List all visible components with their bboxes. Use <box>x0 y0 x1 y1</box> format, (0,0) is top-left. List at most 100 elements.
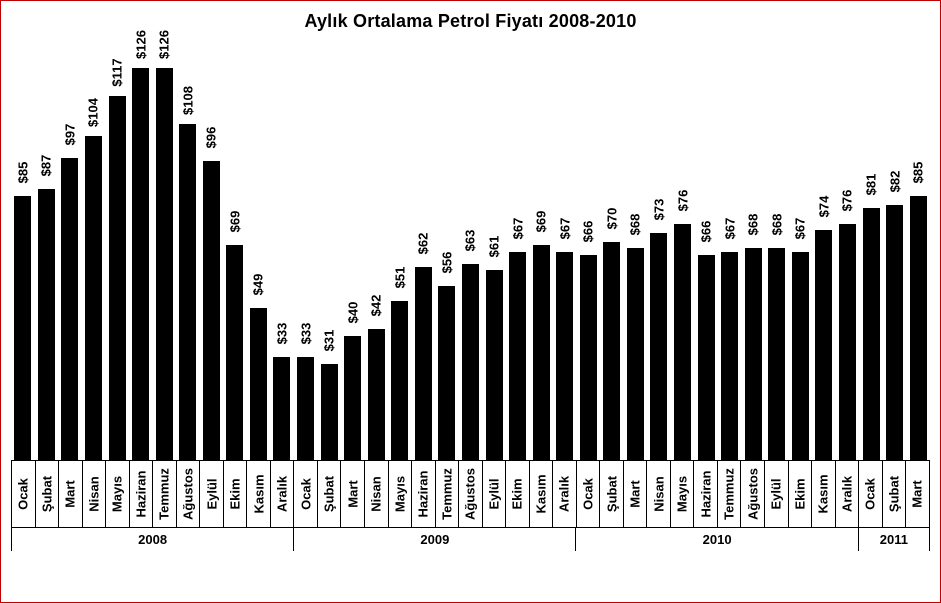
x-axis-month-label: Kasım <box>251 474 266 513</box>
x-axis-month-label: Ekim <box>510 478 525 509</box>
bar <box>132 68 149 460</box>
bar-value-label: $69 <box>534 211 549 233</box>
x-axis-month-cell: Mart <box>906 461 930 527</box>
bar <box>486 270 503 460</box>
bar <box>886 205 903 460</box>
x-axis-month-cell: Nisan <box>647 461 671 527</box>
bar-slot: $117 <box>105 96 129 460</box>
x-axis-month-cell: Ocak <box>859 461 883 527</box>
x-axis-month-cell: Temmuz <box>436 461 460 527</box>
x-axis-month-cell: Ağustos <box>177 461 201 527</box>
x-axis-month-cell: Mayıs <box>389 461 413 527</box>
x-axis-month-label: Aralık <box>839 476 854 512</box>
bar-slot: $82 <box>883 205 907 460</box>
bar <box>61 158 78 460</box>
bar-slot: $67 <box>789 252 813 460</box>
bar-slot: $76 <box>836 224 860 460</box>
bar-slot: $96 <box>200 161 224 460</box>
bar-slot: $126 <box>129 68 153 460</box>
bar-value-label: $87 <box>39 155 54 177</box>
x-axis-month-label: Mayıs <box>392 476 407 512</box>
bar <box>910 196 927 460</box>
bar-value-label: $108 <box>180 86 195 115</box>
bar-value-label: $85 <box>911 161 926 183</box>
bar <box>839 224 856 460</box>
bar-slot: $67 <box>506 252 530 460</box>
x-axis-month-label: Mayıs <box>675 476 690 512</box>
bar-value-label: $67 <box>510 217 525 239</box>
x-axis-month-cell: Haziran <box>130 461 154 527</box>
bar-slot: $56 <box>435 286 459 460</box>
bar-slot: $76 <box>671 224 695 460</box>
x-axis-month-cell: Aralık <box>271 461 295 527</box>
bar-value-label: $66 <box>581 220 596 242</box>
x-axis-month-cell: Temmuz <box>718 461 742 527</box>
bar <box>768 248 785 460</box>
bar <box>109 96 126 460</box>
x-axis-month-cell: Ekim <box>506 461 530 527</box>
bar <box>533 245 550 460</box>
bar <box>415 267 432 460</box>
x-axis-month-cell: Ağustos <box>741 461 765 527</box>
bar-slot: $51 <box>388 301 412 460</box>
x-axis-month-label: Haziran <box>416 471 431 518</box>
bar <box>321 364 338 460</box>
bar-value-label: $70 <box>604 208 619 230</box>
bar-slot: $68 <box>624 248 648 460</box>
x-axis-month-cell: Ekim <box>224 461 248 527</box>
bar-value-label: $74 <box>816 195 831 217</box>
x-axis-month-label: Ekim <box>228 478 243 509</box>
bar <box>273 357 290 460</box>
x-axis-year-cell: 2008 <box>11 528 294 551</box>
x-axis-month-label: Şubat <box>39 476 54 512</box>
x-axis-month-label: Haziran <box>133 471 148 518</box>
bar-slot: $61 <box>482 270 506 460</box>
x-axis-month-label: Mayıs <box>110 476 125 512</box>
x-axis-month-label: Mart <box>628 480 643 507</box>
x-axis-month-cell: Şubat <box>883 461 907 527</box>
x-axis-month-label: Ağustos <box>745 468 760 520</box>
x-axis-month-cell: Temmuz <box>153 461 177 527</box>
bar-value-label: $67 <box>722 217 737 239</box>
bar <box>815 230 832 460</box>
bar-value-label: $63 <box>463 230 478 252</box>
x-axis-month-label: Nisan <box>369 476 384 511</box>
bar-value-label: $85 <box>15 161 30 183</box>
x-axis-month-label: Ağustos <box>180 468 195 520</box>
bar <box>391 301 408 460</box>
bar-slot: $68 <box>765 248 789 460</box>
x-axis-years: 2008200920102011 <box>11 527 930 551</box>
bar-slot: $85 <box>906 196 930 460</box>
bar-value-label: $33 <box>274 323 289 345</box>
bar-slot: $70 <box>600 242 624 460</box>
bar-slot: $87 <box>35 189 59 460</box>
bar-value-label: $68 <box>769 214 784 236</box>
bar <box>203 161 220 460</box>
bar-slot: $63 <box>459 264 483 460</box>
bar <box>14 196 31 460</box>
x-axis-month-label: Eylül <box>204 478 219 509</box>
x-axis-month-label: Şubat <box>886 476 901 512</box>
x-axis-month-cell: Kasım <box>812 461 836 527</box>
x-axis-month-cell: Nisan <box>83 461 107 527</box>
x-axis-month-label: Nisan <box>651 476 666 511</box>
x-axis-month-cell: Haziran <box>412 461 436 527</box>
bar-slot: $33 <box>270 357 294 460</box>
bar-slot: $74 <box>812 230 836 460</box>
bar-value-label: $51 <box>392 267 407 289</box>
x-axis-month-cell: Mayıs <box>671 461 695 527</box>
chart-frame: Aylık Ortalama Petrol Fiyatı 2008-2010 $… <box>0 0 941 603</box>
x-axis-month-cell: Kasım <box>530 461 554 527</box>
x-axis-month-label: Ocak <box>863 478 878 510</box>
bar <box>250 308 267 460</box>
bar <box>297 357 314 460</box>
x-axis-month-label: Kasım <box>816 474 831 513</box>
x-axis-month-label: Temmuz <box>439 468 454 520</box>
bar <box>580 255 597 460</box>
x-axis-year-cell: 2011 <box>859 528 930 551</box>
x-axis-month-label: Ekim <box>792 478 807 509</box>
bar-value-label: $81 <box>864 174 879 196</box>
bar <box>156 68 173 460</box>
bar-slot: $66 <box>577 255 601 460</box>
bar-value-label: $97 <box>62 124 77 146</box>
